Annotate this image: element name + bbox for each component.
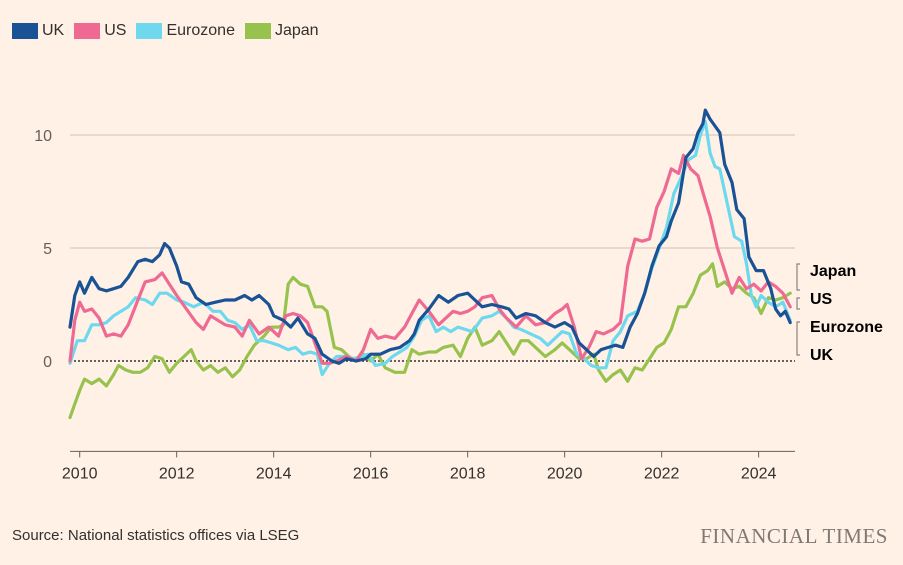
brand-logo: FINANCIAL TIMES [700, 524, 888, 548]
legend: UK US Eurozone Japan [12, 22, 329, 40]
x-tick-label-2018: 2018 [450, 465, 486, 482]
y-tick-label-0: 0 [43, 354, 52, 371]
series-line-japan [68, 262, 792, 420]
legend-item-eurozone: Eurozone [136, 22, 235, 40]
legend-label-japan: Japan [274, 22, 319, 39]
legend-swatch-us [74, 23, 101, 39]
series-line-us [68, 153, 792, 365]
x-tick-label-2022: 2022 [644, 465, 680, 482]
end-label-japan: Japan [810, 263, 856, 280]
end-label-eurozone: Eurozone [810, 319, 883, 336]
y-tick-label-10: 10 [34, 128, 52, 145]
legend-item-japan: Japan [244, 22, 319, 40]
source-note: Source: National statistics offices via … [12, 527, 300, 544]
legend-label-eurozone: Eurozone [166, 22, 235, 39]
x-tick-label-2010: 2010 [62, 465, 98, 482]
series-line-uk [68, 108, 792, 365]
legend-label-us: US [104, 22, 127, 39]
x-tick-label-2014: 2014 [256, 465, 292, 482]
legend-item-uk: UK [12, 22, 64, 40]
y-tick-label-5: 5 [43, 241, 52, 258]
end-label-bracket-us [796, 297, 800, 310]
series-line-eurozone [68, 119, 792, 377]
legend-swatch-japan [244, 23, 271, 39]
x-tick-label-2024: 2024 [741, 465, 777, 482]
end-label-bracket-japan [796, 263, 800, 291]
legend-label-uk: UK [42, 22, 65, 39]
end-label-us: US [810, 291, 833, 308]
x-tick-label-2016: 2016 [353, 465, 389, 482]
legend-swatch-uk [12, 23, 38, 39]
x-tick-label-2020: 2020 [547, 465, 583, 482]
end-label-uk: UK [810, 347, 834, 364]
end-label-bracket-eurozone-uk [796, 321, 800, 356]
legend-item-us: US [74, 22, 126, 40]
legend-swatch-eurozone [136, 23, 163, 39]
x-tick-label-2012: 2012 [159, 465, 195, 482]
